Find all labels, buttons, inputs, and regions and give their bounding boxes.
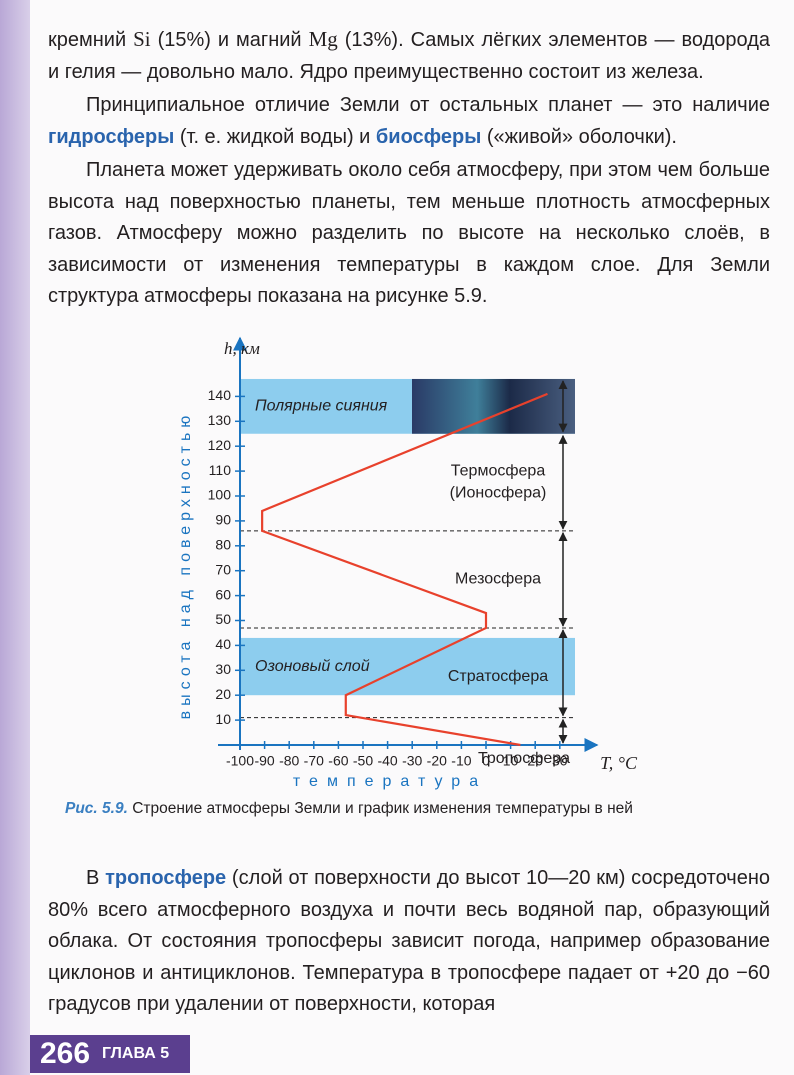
x-tick-label: -40: [377, 753, 397, 769]
margin-stripe: [0, 0, 30, 1075]
x-axis-title: температура: [293, 773, 487, 790]
text-run: (13%). Самых лёгких элементов — водорода…: [48, 29, 770, 83]
x-tick-label: -70: [304, 753, 324, 769]
x-tick-label: -50: [353, 753, 373, 769]
y-tick-label: 110: [209, 462, 232, 478]
caption-label: Рис. 5.9.: [65, 800, 128, 817]
x-tick-label: -100: [226, 753, 254, 769]
layer-label: (Ионосфера): [450, 485, 547, 502]
layer-label: Термосфера: [451, 463, 546, 480]
caption-text: Строение атмосферы Земли и график измене…: [127, 800, 633, 817]
y-tick-label: 80: [215, 537, 231, 553]
y-tick-label: 70: [215, 561, 231, 577]
y-tick-label: 50: [215, 611, 231, 627]
text-run: (слой от поверхности до высот 10—20 км) …: [48, 867, 770, 1015]
paragraph: Принципиальное отличие Земли от остальны…: [48, 90, 770, 153]
page-footer: 266 ГЛАВА 5: [30, 1035, 190, 1073]
y-tick-label: 130: [208, 412, 232, 428]
band-label: Озоновый слой: [255, 658, 370, 675]
chapter-label: ГЛАВА 5: [102, 1045, 170, 1062]
layer-label: Мезосфера: [455, 571, 541, 588]
term: тропосфере: [105, 867, 227, 889]
text-run: (15%) и магний: [150, 29, 309, 51]
x-tick-label: -30: [402, 753, 422, 769]
x-axis-label: T, °C: [600, 753, 638, 773]
y-axis-label: h, км: [224, 339, 260, 358]
y-tick-label: 90: [215, 512, 231, 528]
y-tick-label: 60: [215, 586, 231, 602]
y-tick-label: 120: [208, 437, 232, 453]
y-tick-label: 20: [215, 686, 231, 702]
text-run: В: [86, 867, 106, 889]
y-axis-title: высота над поверхностью: [177, 411, 194, 720]
text-run: Планета может удерживать около себя атмо…: [48, 159, 770, 307]
x-tick-label: -60: [328, 753, 348, 769]
figure-caption: Рис. 5.9. Строение атмосферы Земли и гра…: [65, 800, 633, 818]
text-run: кремний: [48, 29, 134, 51]
aurora-image: [412, 378, 575, 434]
y-tick-label: 40: [215, 636, 231, 652]
body-text: В тропосфере (слой от поверхности до выс…: [48, 863, 770, 1023]
symbol: Si: [133, 27, 151, 51]
x-tick-label: 10: [503, 753, 519, 769]
paragraph: кремний Si (15%) и магний Mg (13%). Самы…: [48, 24, 770, 88]
layer-label: Стратосфера: [448, 668, 548, 685]
x-tick-label: -90: [254, 753, 274, 769]
temperature-line: [261, 392, 548, 747]
paragraph: Планета может удерживать около себя атмо…: [48, 155, 770, 313]
x-tick-label: -10: [451, 753, 471, 769]
y-tick-label: 30: [215, 661, 231, 677]
y-tick-label: 100: [208, 487, 232, 503]
y-tick-label: 10: [215, 711, 231, 727]
x-tick-label: 0: [482, 753, 490, 769]
term: гидросферы: [48, 125, 175, 148]
band-label: Полярные сияния: [255, 398, 388, 415]
body-text: кремний Si (15%) и магний Mg (13%). Самы…: [48, 24, 770, 315]
layer-label: Тропосфера: [478, 750, 570, 767]
paragraph: В тропосфере (слой от поверхности до выс…: [48, 863, 770, 1021]
page-number: 266: [40, 1037, 91, 1070]
x-tick-label: 20: [527, 753, 543, 769]
term: биосферы: [375, 125, 482, 148]
x-tick-label: 30: [552, 753, 568, 769]
text-run: («живой» оболочки).: [481, 125, 677, 148]
text-run: Принципиальное отличие Земли от остальны…: [86, 94, 770, 116]
x-tick-label: -20: [427, 753, 447, 769]
symbol: Mg: [308, 27, 338, 51]
x-tick-label: -80: [279, 753, 299, 769]
y-tick-label: 140: [208, 387, 232, 403]
text-run: (т. е. жидкой воды) и: [174, 125, 376, 148]
